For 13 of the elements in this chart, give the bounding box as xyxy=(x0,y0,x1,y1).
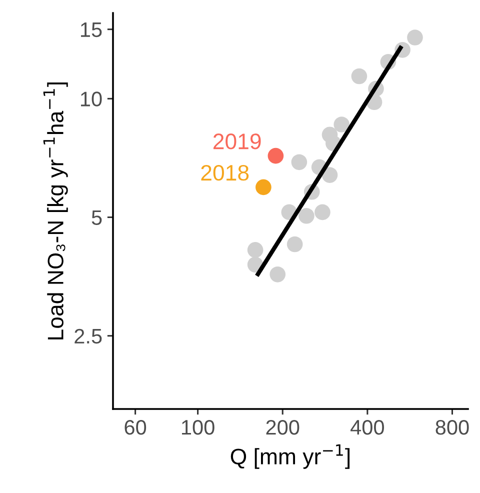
x-tick-label: 400 xyxy=(350,420,384,435)
x-tick-label: 800 xyxy=(436,420,469,435)
x-tick-label: 100 xyxy=(182,420,214,435)
series-label: 2019 xyxy=(213,134,261,150)
y-axis-title: Load NO₃-N [kg yr$^{−1}$ha$^{−1}$] xyxy=(43,82,68,340)
x-tick-label: 60 xyxy=(124,420,146,435)
y-tick-label: 5 xyxy=(92,210,102,226)
y-tick-label: 10 xyxy=(80,92,102,106)
x-tick-label: 200 xyxy=(266,420,300,435)
series-label: 2018 xyxy=(201,164,249,181)
y-tick-label: 2.5 xyxy=(74,328,102,344)
x-axis-title: Q [mm yr$^{−1}$] xyxy=(230,444,350,469)
y-tick-label: 15 xyxy=(80,22,102,38)
